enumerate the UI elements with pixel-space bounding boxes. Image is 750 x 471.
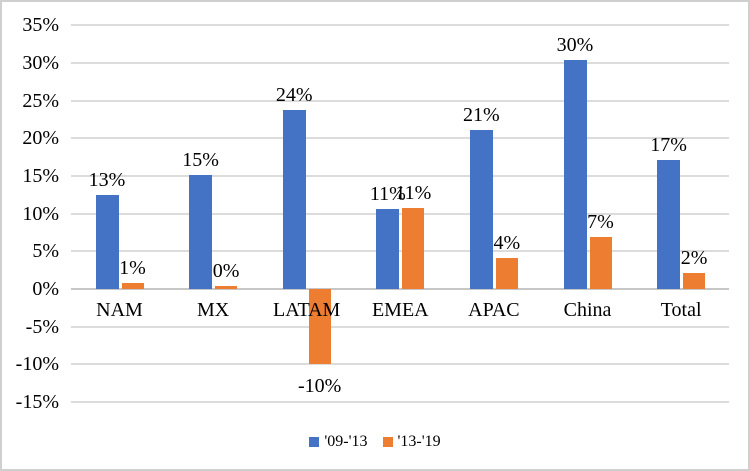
category-label-emea: EMEA [371,299,429,321]
category-label-apac: APAC [468,299,520,321]
bar-09-13-mx [189,175,213,289]
legend-swatch-13-19-icon [382,437,393,447]
y-axis-tick-label: 5% [32,240,59,263]
y-axis-tick-label: -5% [25,315,59,338]
gridline [71,24,729,27]
bar-13-19-latam [308,289,331,364]
data-label-13-19-total: 2% [680,247,708,269]
y-axis-tick-label: 35% [22,14,59,37]
y-axis-tick-label: 30% [22,51,59,74]
category-label-china: China [563,299,612,321]
bar-13-19-apac [495,258,518,289]
category-label-latam: LATAM [273,299,341,321]
legend-label-13-19: '13-'19 [397,433,441,450]
bar-13-19-nam [121,283,144,289]
legend-label-09-13: '09-'13 [324,433,368,450]
bar-09-13-latam [282,110,306,289]
data-label-09-13-emea: 11% [369,183,406,205]
bar-09-13-emea [376,209,400,289]
data-label-13-19-china: 7% [587,211,614,233]
gridline [71,61,729,64]
data-label-13-19-mx: 0% [212,260,240,282]
gridline [71,250,729,253]
gridline [71,99,729,102]
category-label-nam: NAM [96,299,143,321]
data-label-09-13-nam: 13% [88,169,126,191]
x-axis-line [71,288,729,290]
data-label-09-13-latam: 24% [275,84,313,106]
legend-item-13-19: '13-'19 [382,433,441,451]
bar-13-19-china [589,237,612,289]
gridline [71,325,729,328]
y-axis-tick-label: 0% [32,278,59,300]
bar-09-13-total [657,160,681,289]
data-label-13-19-apac: 4% [493,232,521,254]
data-label-09-13-china: 30% [556,34,594,56]
data-label-09-13-apac: 21% [463,104,500,126]
bar-09-13-china [563,60,587,289]
y-axis-tick-label: 10% [22,202,59,225]
y-axis-tick-label: -10% [15,353,59,376]
bar-13-19-emea [402,208,425,289]
gridline [71,174,729,177]
chart-legend: '09-'13 '13-'19 [2,433,748,451]
gridline [71,212,729,215]
bar-09-13-nam [95,195,119,289]
gridline [71,363,729,366]
y-axis-tick-label: 15% [22,164,59,187]
legend-item-09-13: '09-'13 [309,433,368,451]
bar-13-19-mx [215,286,238,289]
data-label-13-19-emea: 11% [395,182,432,204]
y-axis-tick-label: 25% [22,89,59,112]
gridline [71,137,729,140]
bar-09-13-apac [469,130,493,289]
legend-swatch-09-13-icon [309,437,320,447]
y-axis-tick-label: -15% [15,391,59,414]
category-label-mx: MX [196,299,230,321]
data-label-13-19-latam: -10% [298,375,342,397]
data-label-09-13-total: 17% [650,134,687,156]
data-label-13-19-nam: 1% [119,257,146,279]
gridline [71,401,729,404]
y-axis-tick-label: 20% [22,127,59,150]
data-label-09-13-mx: 15% [182,149,219,171]
bar-13-19-total [683,273,706,289]
category-label-total: Total [660,299,702,321]
